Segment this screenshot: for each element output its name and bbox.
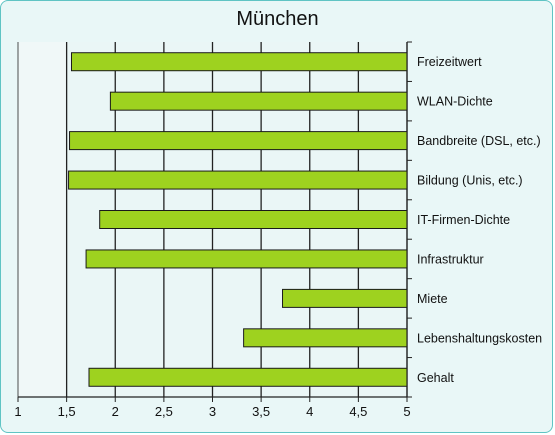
bar	[68, 170, 408, 190]
x-tick-label: 4,5	[349, 404, 367, 419]
chart-title: München	[236, 8, 319, 30]
bar	[99, 210, 408, 229]
category-label: Lebenshaltungskosten	[417, 331, 542, 345]
x-tick-label: 3	[209, 404, 216, 419]
bar	[243, 328, 408, 348]
x-tick-label: 1	[14, 404, 21, 419]
category-label: Bildung (Unis, etc.)	[417, 174, 523, 188]
category-label: WLAN-Dichte	[417, 95, 493, 109]
x-tick-label: 4	[306, 404, 313, 419]
x-tick-label: 1,5	[58, 404, 76, 419]
bar	[109, 91, 408, 111]
category-label: Miete	[417, 292, 448, 306]
x-tick-label: 5	[403, 404, 410, 419]
category-label: Bandbreite (DSL, etc.)	[417, 134, 541, 148]
bar	[282, 288, 408, 308]
x-tick-label: 2,5	[155, 404, 173, 419]
category-label: Infrastruktur	[417, 252, 484, 266]
category-label: Gehalt	[417, 371, 454, 385]
category-label: Freizeitwert	[417, 55, 482, 69]
plot-shade	[18, 42, 67, 397]
x-tick-label: 3,5	[252, 404, 270, 419]
category-label: IT-Firmen-Dichte	[417, 213, 510, 227]
bar	[88, 367, 408, 387]
bar	[85, 249, 408, 269]
x-tick-label: 2	[112, 404, 119, 419]
bar	[70, 52, 408, 72]
bar	[69, 131, 408, 151]
